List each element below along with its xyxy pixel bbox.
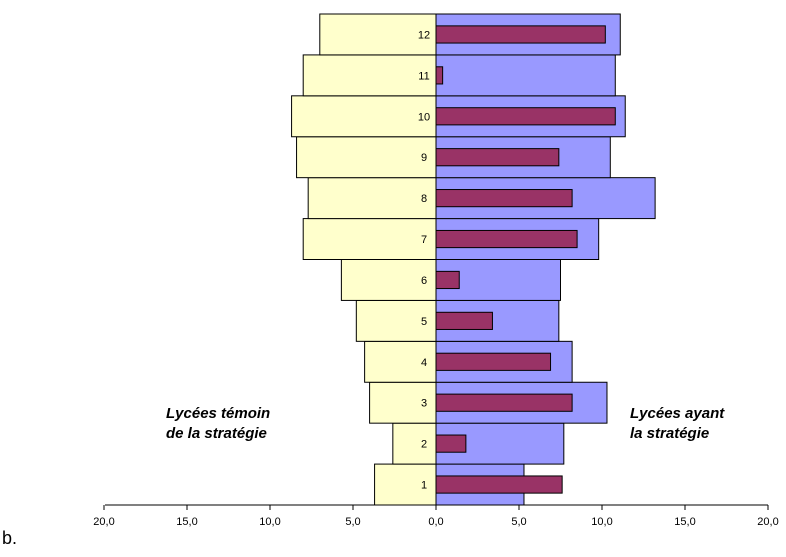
category-label-8: 8 [421, 193, 427, 205]
bar-left-12 [319, 13, 437, 56]
category-label-3: 3 [421, 398, 427, 410]
x-axis-ticks: 20,0 15,0 10,0 5,0 0,0 5,0 10,0 15,0 20,0 [93, 505, 779, 528]
x-tick-label: 5,0 [345, 516, 360, 528]
bar-inner-6 [435, 270, 460, 290]
bar-inner-7 [435, 229, 578, 249]
bar-left-10 [291, 95, 437, 138]
bar-inner-4 [435, 352, 552, 371]
x-tick-label: 20,0 [757, 516, 778, 528]
x-tick-label: 20,0 [93, 516, 114, 528]
bar-inner-3 [435, 393, 573, 412]
bar-left-1 [374, 463, 437, 506]
bar-inner-2 [435, 434, 467, 453]
category-label-1: 1 [421, 480, 427, 492]
bar-left-9 [296, 136, 437, 179]
left-group-label: Lycées témoin de la stratégie [166, 404, 270, 444]
category-label-12: 12 [418, 29, 430, 41]
inner-series-bars [435, 25, 616, 494]
bar-left-3 [369, 381, 437, 424]
category-label-5: 5 [421, 316, 427, 328]
x-tick-label: 15,0 [674, 516, 695, 528]
right-group-label: Lycées ayant la stratégie [630, 404, 724, 444]
x-tick-label: 5,0 [511, 516, 526, 528]
category-label-7: 7 [421, 234, 427, 246]
right-group-label-line1: Lycées ayant [630, 405, 725, 422]
panel-letter: b. [2, 528, 18, 548]
bar-inner-12 [435, 25, 606, 44]
left-group-label-line2: de la stratégie [166, 425, 267, 442]
bar-inner-8 [435, 189, 573, 208]
bar-left-2 [392, 422, 437, 465]
bar-inner-1 [435, 475, 563, 494]
right-group-label-line2: la stratégie [630, 425, 710, 442]
category-label-2: 2 [421, 439, 427, 451]
x-tick-label: 15,0 [176, 516, 197, 528]
bar-left-8 [307, 177, 437, 220]
bar-left-6 [340, 259, 437, 301]
bar-inner-9 [435, 148, 560, 167]
bar-inner-5 [435, 311, 493, 330]
category-label-11: 11 [418, 70, 429, 82]
bar-inner-10 [435, 107, 616, 126]
category-label-4: 4 [421, 357, 427, 369]
category-label-6: 6 [421, 275, 427, 287]
bar-left-7 [302, 218, 437, 260]
bar-inner-11 [435, 66, 444, 85]
category-label-10: 10 [418, 111, 430, 123]
category-label-9: 9 [421, 152, 427, 164]
x-tick-label: 10,0 [591, 516, 612, 528]
x-tick-label: 10,0 [259, 516, 280, 528]
right-series-bars [435, 13, 656, 506]
left-group-label-line1: Lycées témoin [166, 405, 271, 422]
left-series-bars [291, 13, 437, 506]
bar-right-11 [435, 54, 616, 97]
x-tick-label: 0,0 [428, 516, 443, 528]
bar-left-11 [302, 54, 437, 97]
